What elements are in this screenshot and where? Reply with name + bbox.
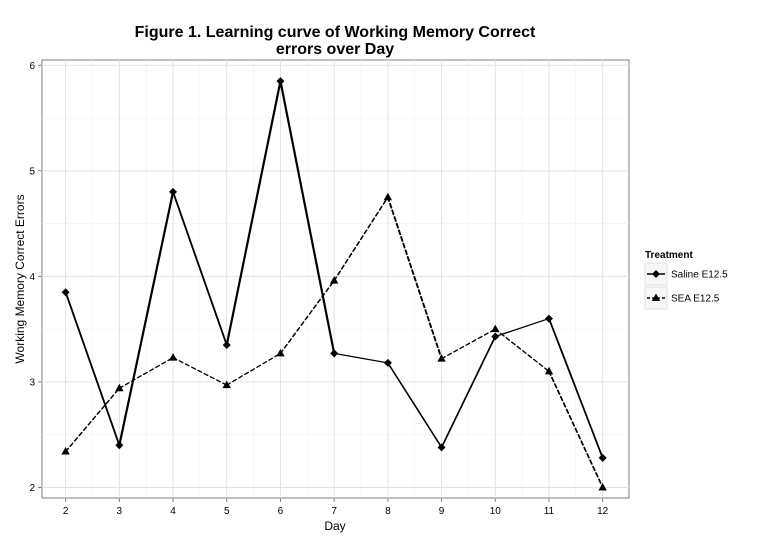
data-point xyxy=(222,380,231,389)
data-point xyxy=(383,192,393,201)
x-tick-label: 9 xyxy=(439,506,445,517)
legend: Treatment Saline E12.5 SEA E12.5 xyxy=(644,250,728,310)
data-point xyxy=(276,348,285,357)
data-point xyxy=(598,482,607,491)
series-segment xyxy=(333,196,389,282)
y-axis-label: Working Memory Correct Errors xyxy=(13,194,27,363)
x-axis-label: Day xyxy=(324,519,345,533)
data-point xyxy=(222,340,231,349)
x-tick-label: 4 xyxy=(170,506,176,517)
y-tick-label: 3 xyxy=(29,377,35,388)
legend-items: Saline E12.5 SEA E12.5 xyxy=(644,262,728,310)
series-segment xyxy=(387,362,443,449)
data-point xyxy=(598,453,607,462)
data-point xyxy=(61,288,70,297)
y-tick-label: 2 xyxy=(29,483,35,494)
data-point xyxy=(491,332,500,341)
series-segment xyxy=(226,352,282,386)
series-segment xyxy=(494,317,550,338)
axes: 2 3 4 5 6 7 8 9 10 11 12 2 3 4 5 6 xyxy=(29,61,608,517)
x-tick-label: 11 xyxy=(544,506,555,517)
series-segment xyxy=(64,291,121,447)
x-tick-label: 5 xyxy=(224,506,230,517)
series-segment xyxy=(225,80,282,347)
series-sea-e12-5 xyxy=(61,192,607,491)
x-tick-label: 8 xyxy=(385,506,391,517)
chart-title: Figure 1. Learning curve of Working Memo… xyxy=(135,24,536,58)
data-point xyxy=(330,349,339,358)
series-segment xyxy=(172,356,228,386)
series-segment xyxy=(333,352,389,364)
y-tick-label: 5 xyxy=(29,166,35,177)
series-segment xyxy=(279,279,335,355)
series-segment xyxy=(440,335,497,449)
legend-title: Treatment xyxy=(645,250,693,261)
legend-key-marker xyxy=(651,293,661,301)
series-segment xyxy=(440,328,496,360)
data-point xyxy=(61,447,70,455)
x-tick-label: 6 xyxy=(278,506,284,517)
data-point xyxy=(115,441,124,450)
data-point xyxy=(544,314,553,323)
series-saline-e12-5 xyxy=(61,77,607,462)
series-segment xyxy=(279,80,336,355)
series-lines xyxy=(61,77,607,491)
data-point xyxy=(491,324,500,333)
x-tick-label: 10 xyxy=(490,506,502,517)
series-segment xyxy=(118,356,174,389)
data-point xyxy=(168,353,178,361)
y-tick-label: 6 xyxy=(29,61,35,72)
y-tick-label: 4 xyxy=(29,272,35,283)
data-point xyxy=(329,276,339,284)
data-point xyxy=(383,358,392,367)
legend-label-sea-e12-5: SEA E12.5 xyxy=(671,294,720,305)
x-tick-label: 7 xyxy=(331,506,337,517)
x-tick-label: 2 xyxy=(63,506,69,517)
x-tick-label: 12 xyxy=(597,506,609,517)
chart-title-line-1: Figure 1. Learning curve of Working Memo… xyxy=(135,24,536,41)
series-segment xyxy=(494,328,550,373)
data-point xyxy=(437,443,446,452)
series-segment xyxy=(118,190,175,447)
data-point xyxy=(115,383,124,392)
data-point xyxy=(276,77,285,86)
data-point xyxy=(437,354,446,362)
grid-lines xyxy=(42,60,629,498)
series-segment xyxy=(172,191,228,346)
x-tick-label: 3 xyxy=(117,506,123,517)
chart-title-line-2: errors over Day xyxy=(276,41,394,58)
data-point xyxy=(544,366,554,375)
series-segment xyxy=(548,317,604,459)
series-segment xyxy=(64,387,121,453)
legend-label-saline-e12-5: Saline E12.5 xyxy=(671,270,728,281)
legend-key-marker xyxy=(652,270,660,278)
data-point xyxy=(169,187,178,196)
series-segment xyxy=(548,370,604,489)
series-segment xyxy=(386,196,443,360)
